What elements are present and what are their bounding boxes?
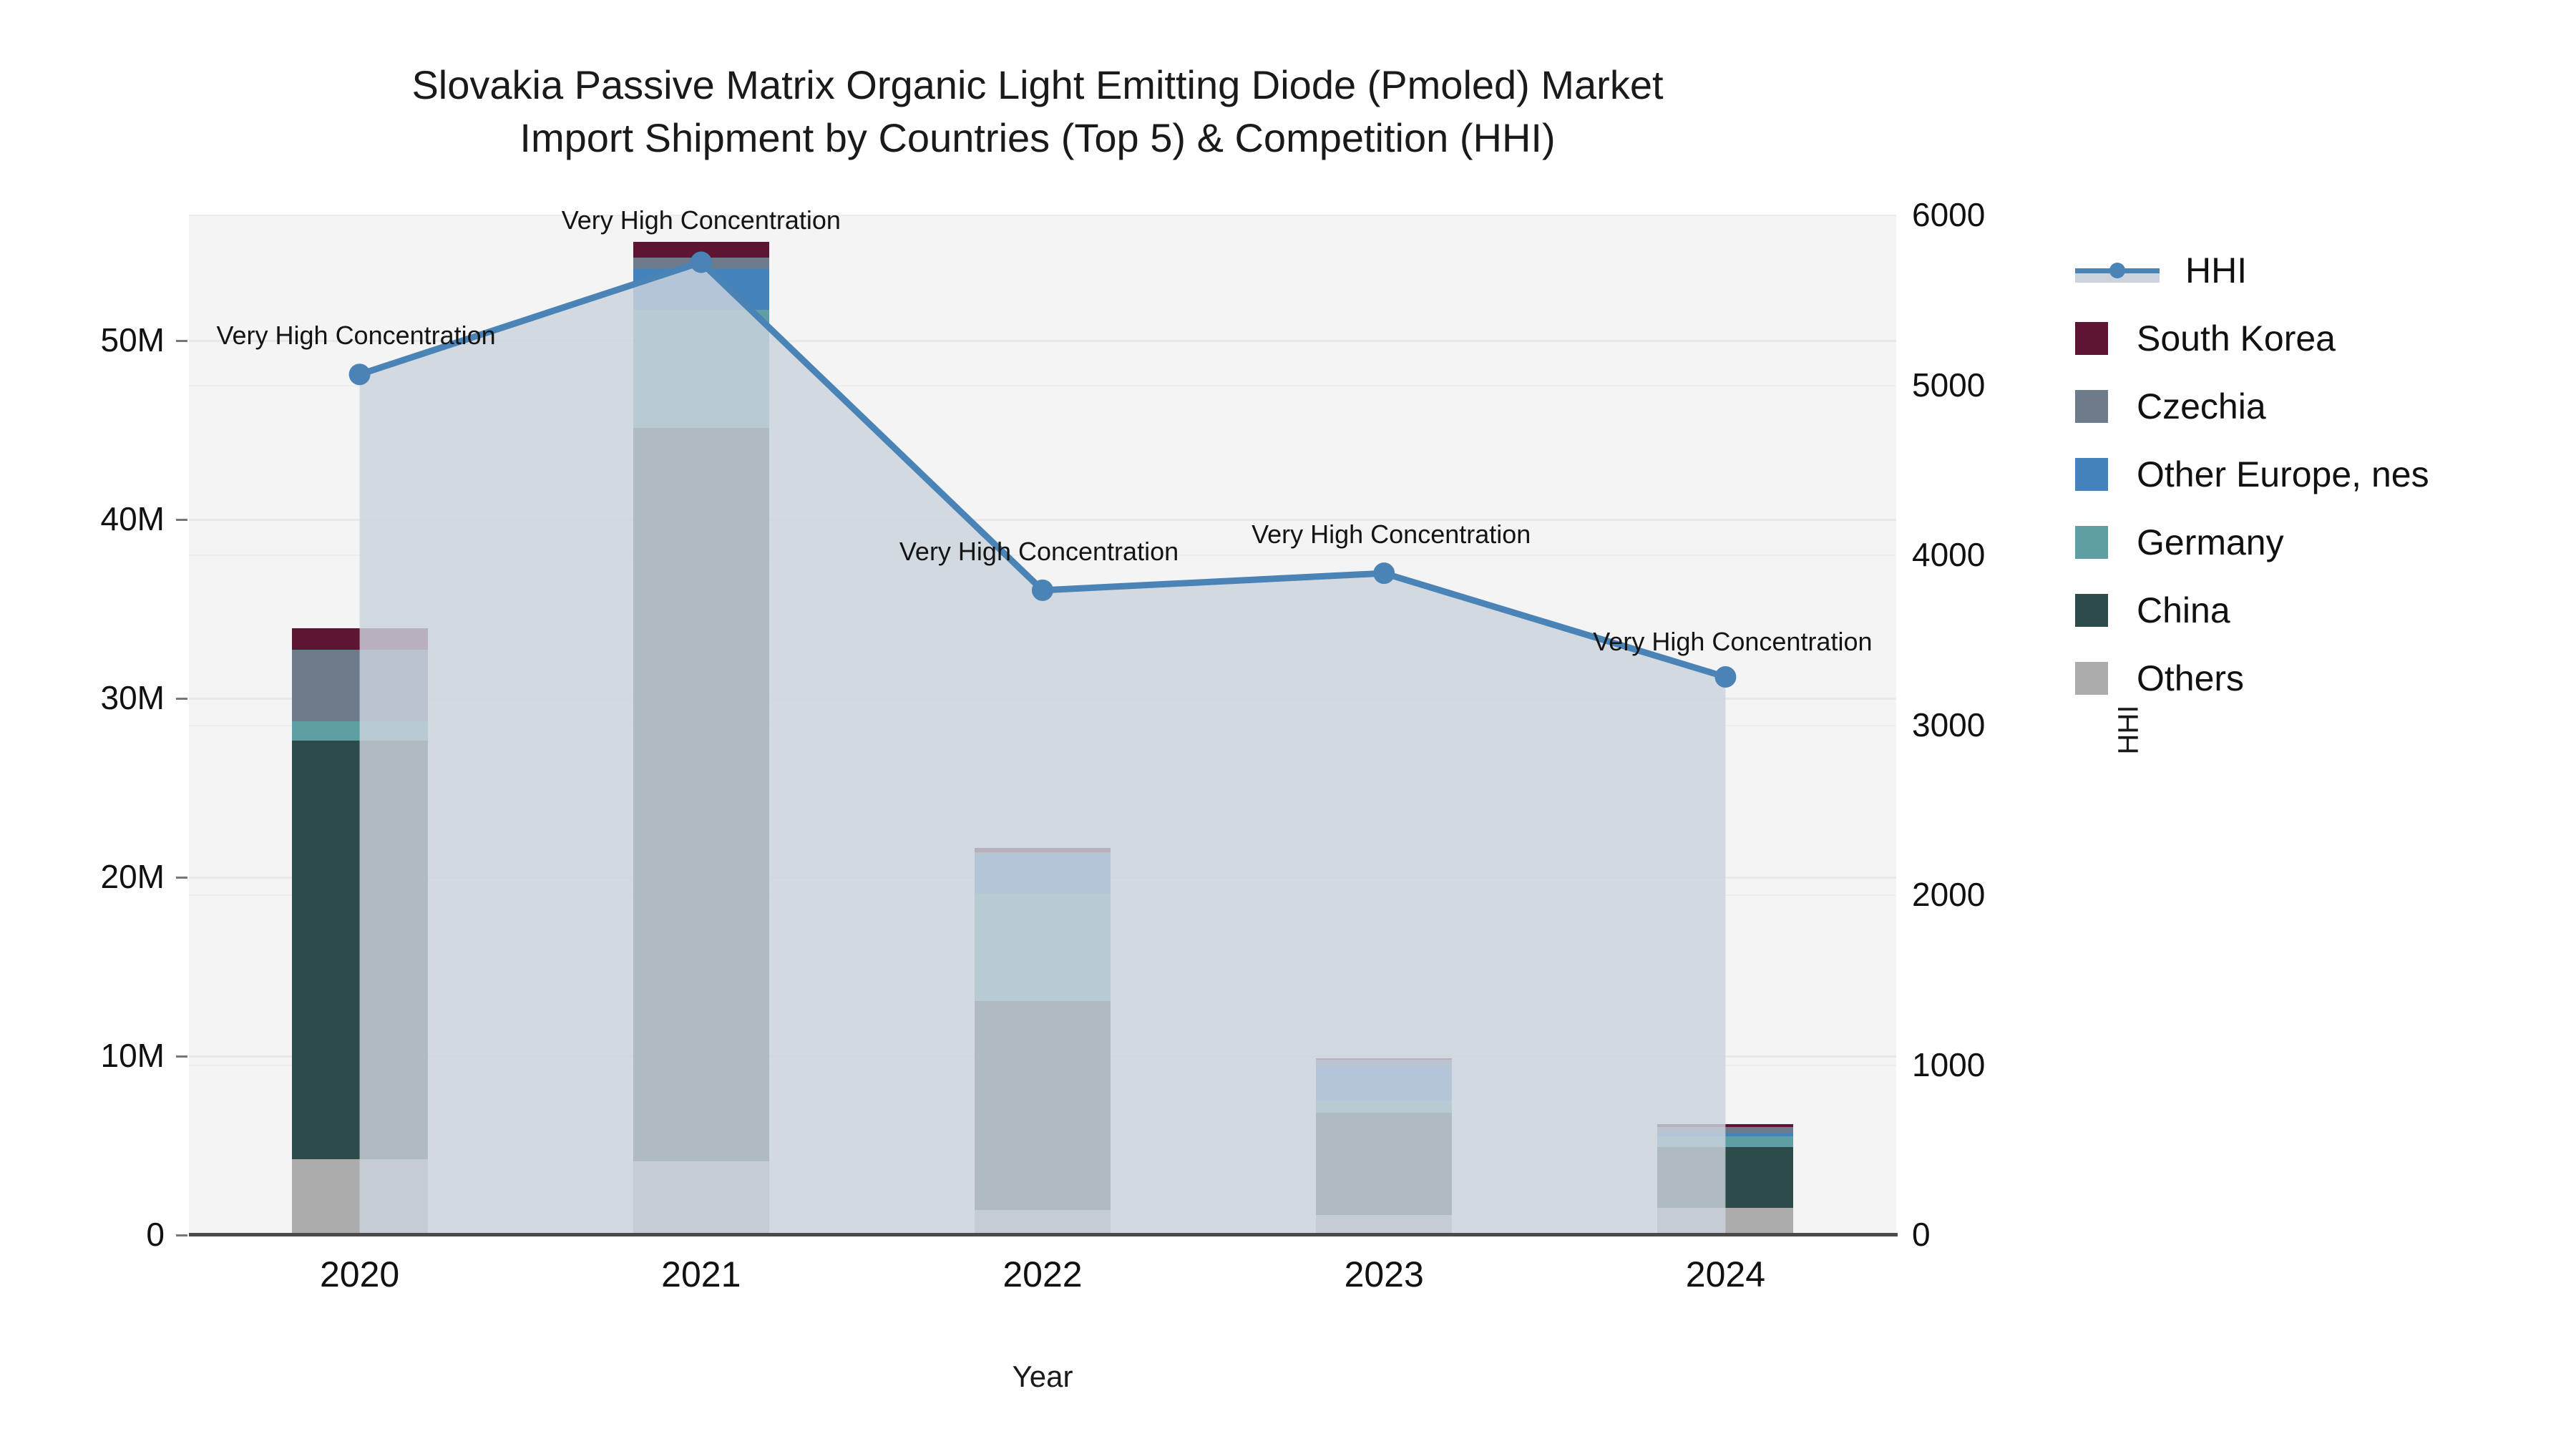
tick-mark [176, 1055, 187, 1058]
y-axis-right-tick: 6000 [1912, 196, 1986, 233]
hhi-data-point[interactable] [348, 364, 371, 386]
legend-item[interactable]: HHI [2075, 236, 2562, 304]
legend-item[interactable]: Germany [2075, 508, 2562, 576]
y-axis-right-tick: 1000 [1912, 1045, 1986, 1083]
y-axis-right-tick: 4000 [1912, 536, 1986, 573]
legend-label: HHI [2185, 250, 2248, 291]
legend-color-swatch [2075, 321, 2108, 355]
annotation-label: Very High Concentration [899, 536, 1179, 566]
title-line-2: Import Shipment by Countries (Top 5) & C… [519, 114, 1556, 160]
legend-item[interactable]: Other Europe, nes [2075, 440, 2562, 508]
hhi-markers [348, 251, 1737, 688]
legend-label: China [2137, 590, 2230, 630]
gridline [189, 215, 1896, 216]
gridline [189, 384, 1896, 386]
plot-area [189, 215, 1896, 1234]
annotation-label: Very High Concentration [561, 205, 841, 235]
annotation-label: Very High Concentration [1252, 519, 1531, 550]
legend-label: Other Europe, nes [2137, 454, 2429, 494]
x-axis-tick: 2024 [1685, 1254, 1765, 1294]
legend-label: Germany [2137, 522, 2284, 562]
page-title: Slovakia Passive Matrix Organic Light Em… [0, 59, 2075, 165]
x-axis-tick: 2022 [1002, 1254, 1083, 1294]
y-axis-right-tick: 0 [1912, 1216, 1931, 1253]
legend: HHI South Korea Czechia Other Europe, nes Ge… [2075, 236, 2562, 712]
gridline [189, 555, 1896, 556]
y-axis-left-tick: 30M [100, 679, 165, 716]
legend-item[interactable]: Others [2075, 644, 2562, 712]
tick-mark [176, 1234, 187, 1236]
y-axis-left-tick: 0 [146, 1216, 165, 1253]
annotation-label: Very High Concentration [216, 321, 496, 351]
y-axis-right-tick: 3000 [1912, 706, 1986, 743]
hhi-data-point[interactable] [1714, 666, 1737, 688]
tick-mark [176, 519, 187, 521]
tick-mark [176, 698, 187, 700]
x-axis-tick: 2023 [1344, 1254, 1424, 1294]
x-axis-tick: 2021 [661, 1254, 741, 1294]
legend-label: South Korea [2137, 318, 2336, 358]
hhi-data-point[interactable] [1373, 562, 1395, 585]
y-axis-left-tick: 10M [100, 1037, 165, 1074]
hhi-line-chart [348, 251, 1737, 1234]
plot-clip [189, 215, 1896, 1234]
x-axis-line [189, 1233, 1898, 1236]
gridline [189, 340, 1896, 342]
tick-mark [176, 877, 187, 879]
legend-color-swatch [2075, 593, 2108, 627]
legend-label: Others [2137, 658, 2245, 698]
legend-item[interactable]: Czechia [2075, 372, 2562, 440]
hhi-data-point[interactable] [690, 251, 712, 273]
y-axis-left-tick: 20M [100, 858, 165, 895]
gridline [189, 519, 1896, 521]
y-axis-right-tick: 5000 [1912, 366, 1986, 404]
legend-label: Czechia [2137, 386, 2266, 426]
x-axis-label: Year [1012, 1360, 1073, 1393]
x-axis-tick: 2020 [319, 1254, 400, 1294]
hhi-area-fill [359, 262, 1726, 1234]
y-axis-right-tick: 2000 [1912, 876, 1986, 913]
legend-color-swatch [2075, 525, 2108, 559]
legend-line-marker [2075, 254, 2160, 287]
legend-color-swatch [2075, 389, 2108, 423]
tick-mark [176, 340, 187, 342]
legend-item[interactable]: China [2075, 576, 2562, 644]
bar-segment[interactable] [633, 241, 769, 258]
legend-dot-marker [2109, 262, 2125, 278]
y-axis-left-tick: 50M [100, 321, 165, 358]
legend-item[interactable]: South Korea [2075, 304, 2562, 372]
hhi-data-point[interactable] [1032, 579, 1053, 601]
legend-color-swatch [2075, 457, 2108, 491]
title-line-1: Slovakia Passive Matrix Organic Light Em… [411, 62, 1664, 107]
annotation-label: Very High Concentration [1593, 627, 1873, 656]
y-axis-right-label: HHI [2112, 705, 2145, 755]
legend-color-swatch [2075, 661, 2108, 695]
y-axis-left-tick: 40M [100, 500, 165, 537]
